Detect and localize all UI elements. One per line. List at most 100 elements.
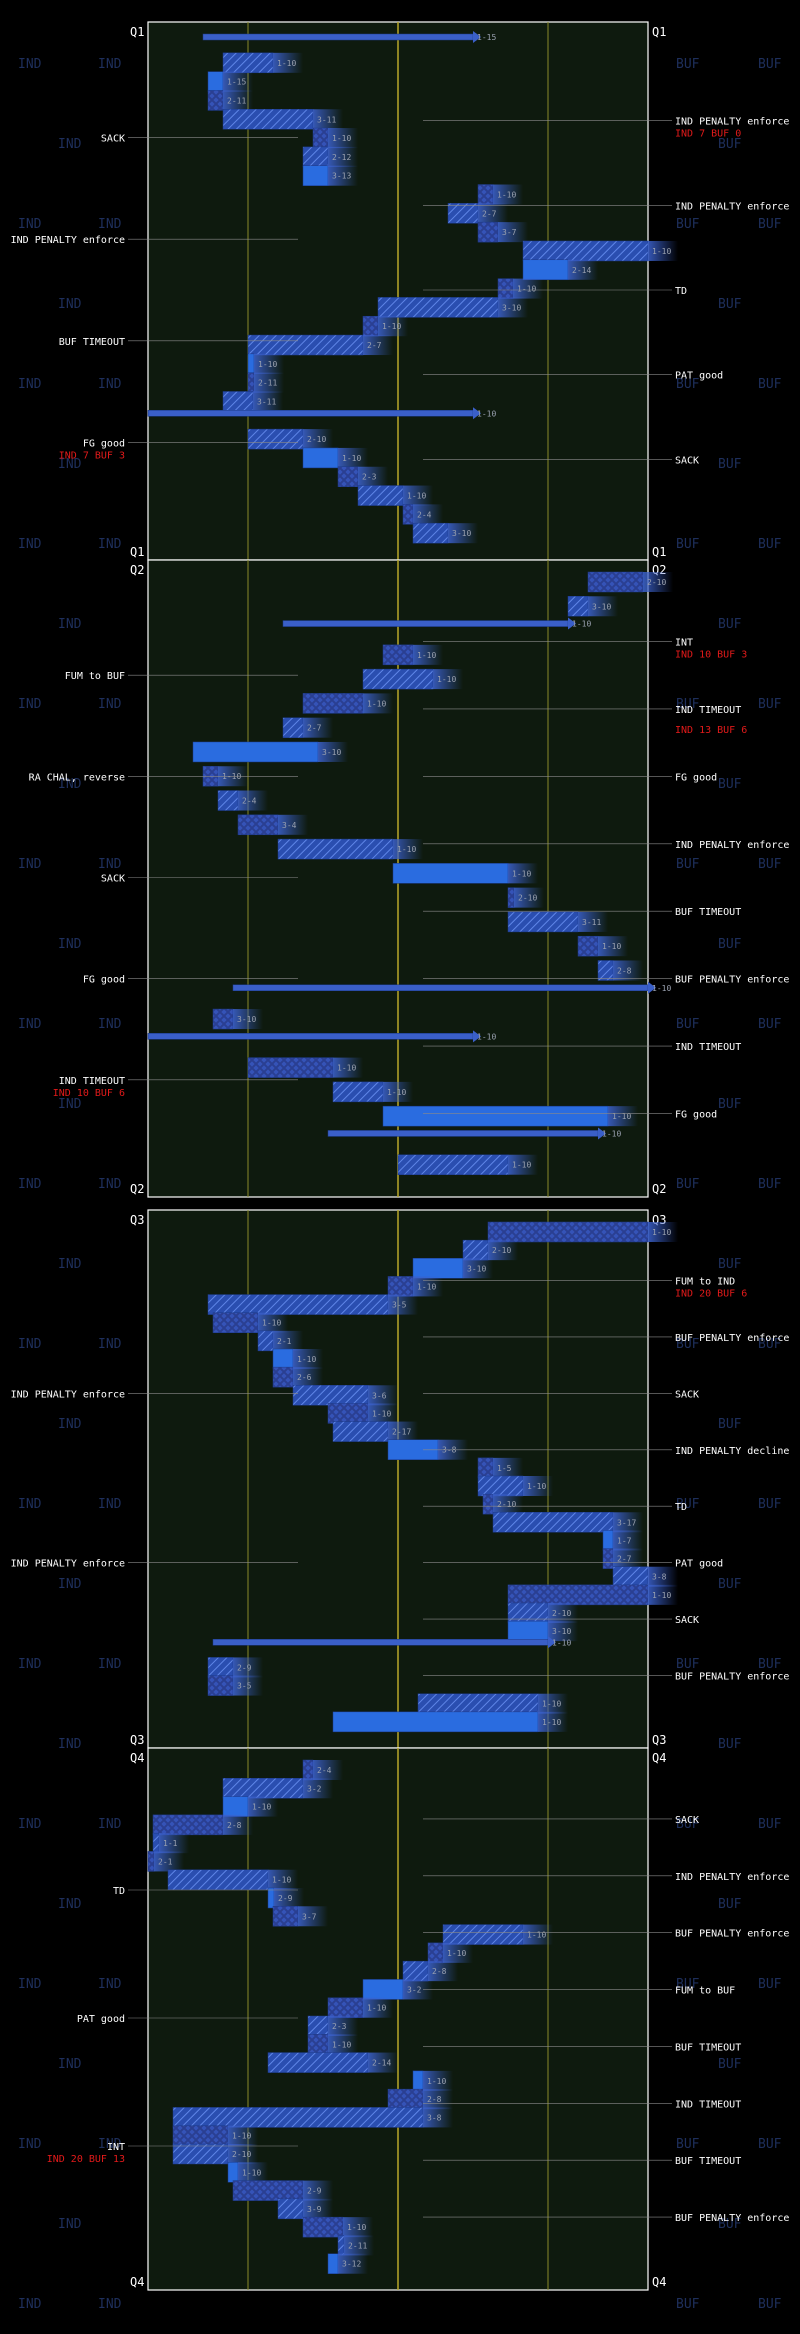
play-bar	[447, 203, 479, 224]
play-bar	[192, 741, 319, 763]
play-label: 1-10	[497, 191, 516, 200]
play-fade	[613, 1530, 643, 1551]
play-label: 2-10	[307, 435, 326, 444]
play-fade	[423, 2089, 453, 2110]
play-fade	[338, 2253, 368, 2274]
play-label: 2-8	[432, 1967, 447, 1976]
event-label-right: PAT good	[675, 1559, 723, 1570]
play-bar	[327, 1130, 599, 1137]
play-fade	[463, 1258, 493, 1279]
event-label-right: IND PENALTY enforce	[675, 117, 789, 128]
event-label-left: IND PENALTY enforce	[11, 235, 125, 246]
watermark-buf: BUF	[758, 537, 782, 552]
play-label: 1-7	[617, 1536, 632, 1545]
play-fade	[588, 596, 618, 617]
watermark-buf: BUF	[676, 377, 700, 392]
watermark-ind: IND	[98, 2137, 122, 2152]
play-label: 1-10	[652, 984, 671, 993]
play-bar	[462, 1239, 489, 1261]
play-bar	[282, 717, 304, 738]
play-bar	[152, 1832, 160, 1854]
watermark-buf: BUF	[676, 1977, 700, 1992]
watermark-ind: IND	[58, 2057, 82, 2072]
watermark-ind: IND	[18, 377, 42, 392]
play-label: 3-8	[442, 1446, 457, 1455]
play-bar	[222, 52, 274, 74]
event-labels: IND PENALTY enforce IND PENALTY enforce TD…	[11, 117, 790, 2224]
play-arrow	[473, 1030, 481, 1043]
event-label-right: TD	[675, 286, 687, 297]
play-bar	[477, 184, 494, 205]
event-label-right: SACK	[675, 1389, 699, 1400]
play-fade	[428, 1961, 458, 1982]
play-label: 2-14	[372, 2059, 391, 2068]
watermark-buf: BUF	[676, 57, 700, 72]
play-fade	[223, 90, 253, 111]
watermark-buf: BUF	[758, 1817, 782, 1832]
watermark-buf: BUF	[718, 1417, 742, 1432]
play-bar	[507, 911, 579, 933]
play-bar	[172, 2107, 424, 2128]
play-arrow	[473, 407, 481, 420]
play-fade	[328, 128, 358, 149]
play-label: 3-6	[372, 1391, 387, 1400]
play-bar	[267, 1887, 275, 1909]
event-label-right: IND PENALTY enforce	[675, 1872, 789, 1883]
event-label-left: INT	[107, 2142, 125, 2153]
watermark-buf: BUF	[718, 777, 742, 792]
event-label-right: FG good	[675, 772, 717, 783]
play-fade	[368, 1403, 398, 1424]
play-bar	[602, 1530, 614, 1551]
play-bar	[522, 240, 649, 262]
watermark-buf: BUF	[676, 1337, 700, 1352]
play-bar	[257, 1330, 274, 1352]
watermark-buf: BUF	[718, 617, 742, 632]
watermark-ind: IND	[98, 1337, 122, 1352]
watermark-ind: IND	[18, 57, 42, 72]
play-fade	[508, 863, 538, 884]
quarter-label: Q3	[652, 1733, 666, 1747]
event-label-left: PAT good	[77, 2014, 125, 2025]
play-label: 2-10	[552, 1609, 571, 1618]
play-fade	[383, 1081, 413, 1102]
play-fade	[328, 146, 358, 167]
play-bar	[327, 2253, 339, 2274]
play-bar	[222, 391, 254, 412]
play-fade	[313, 1760, 343, 1780]
play-fade	[523, 1924, 553, 1945]
play-fade	[548, 1603, 578, 1623]
play-arrow	[648, 981, 656, 994]
score-label-right: IND 10 BUF 3	[675, 649, 747, 660]
play-fade	[648, 240, 678, 261]
play-fade	[273, 52, 303, 73]
event-label-right: PAT good	[675, 371, 723, 382]
play-label: 1-10	[342, 454, 361, 463]
play-bar	[507, 1620, 549, 1642]
score-label-left: IND 20 BUF 13	[47, 2154, 125, 2165]
play-fade	[233, 1657, 263, 1678]
play-label: 1-1	[163, 1839, 178, 1848]
watermark-buf: BUF	[718, 2057, 742, 2072]
quarter-label: Q2	[130, 563, 144, 577]
quarter-label: Q4	[652, 1751, 666, 1765]
watermark-buf: BUF	[758, 1177, 782, 1192]
play-label: 2-1	[277, 1337, 292, 1346]
play-label: 1-10	[367, 699, 386, 708]
play-label: 1-10	[612, 1112, 631, 1121]
play-bar	[277, 838, 394, 860]
play-bar	[477, 221, 499, 243]
watermark-ind: IND	[58, 1897, 82, 1912]
play-bar	[302, 693, 364, 714]
play-bar	[207, 1657, 234, 1678]
play-label: 2-7	[367, 341, 382, 350]
play-bar	[577, 935, 599, 957]
play-fade	[298, 1906, 328, 1927]
play-label: 1-10	[602, 1129, 621, 1138]
play-label: 3-5	[237, 1682, 252, 1691]
play-fade	[358, 466, 388, 487]
event-label-right: FUM to BUF	[675, 1986, 735, 1997]
play-bar	[147, 1033, 474, 1040]
play-bar	[272, 1366, 294, 1388]
watermark-buf: BUF	[758, 697, 782, 712]
play-label: 2-4	[317, 1766, 332, 1775]
